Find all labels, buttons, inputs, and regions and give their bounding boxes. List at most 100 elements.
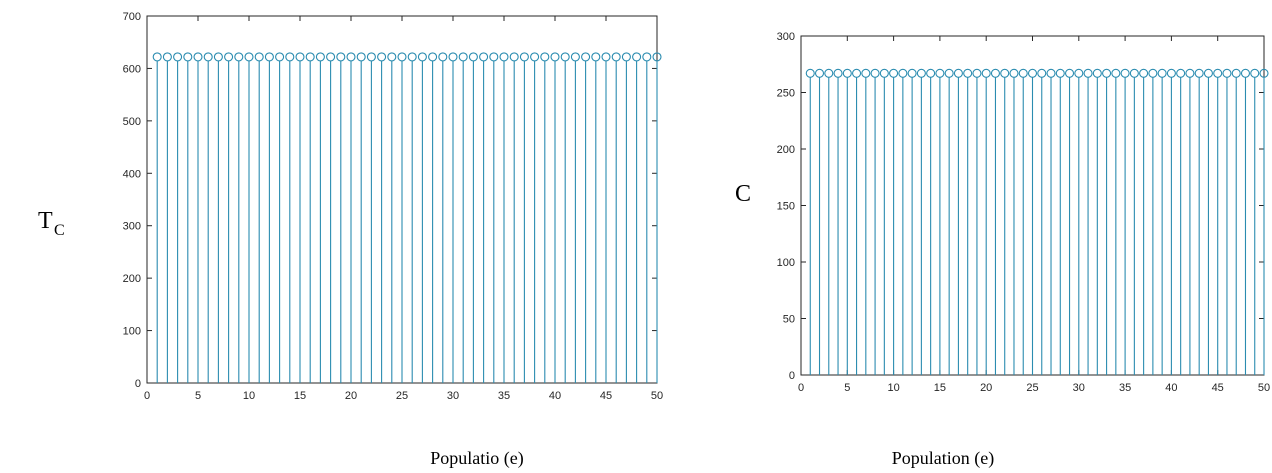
stem-marker (1148, 68, 1158, 78)
stem-marker (1083, 68, 1093, 78)
x-tick-label: 15 (934, 382, 946, 394)
x-tick-label: 45 (600, 390, 612, 402)
stem-marker (805, 68, 815, 78)
stem-marker (898, 68, 908, 78)
stem-marker (499, 52, 509, 62)
stem-marker (458, 52, 468, 62)
stem-marker (540, 52, 550, 62)
stem-marker (570, 52, 580, 62)
stem-marker (346, 52, 356, 62)
stem-marker (842, 68, 852, 78)
stem-marker (1176, 68, 1186, 78)
stem-marker (213, 52, 223, 62)
stem-marker (601, 52, 611, 62)
x-tick-label: 50 (651, 390, 663, 402)
stem-marker (428, 52, 438, 62)
y-tick-label: 300 (777, 31, 795, 43)
stem-marker (972, 68, 982, 78)
stem-marker (1139, 68, 1149, 78)
y-tick-label: 400 (123, 168, 141, 180)
stem-marker (448, 52, 458, 62)
stem-marker (1092, 68, 1102, 78)
x-tick-label: 45 (1212, 382, 1224, 394)
x-tick-label: 40 (549, 390, 561, 402)
stem-marker (1074, 68, 1084, 78)
y-tick-label: 200 (123, 273, 141, 285)
stem-marker (530, 52, 540, 62)
stem-marker (861, 68, 871, 78)
x-tick-label: 10 (887, 382, 899, 394)
stem-marker (833, 68, 843, 78)
stem-marker (1037, 68, 1047, 78)
y-tick-label: 100 (123, 326, 141, 338)
stem-marker (935, 68, 945, 78)
stem-marker (234, 52, 244, 62)
stem-marker (621, 52, 631, 62)
stem-marker (581, 52, 591, 62)
stem-marker (285, 52, 295, 62)
stem-marker (1102, 68, 1112, 78)
stem-marker (1222, 68, 1232, 78)
x-tick-label: 5 (195, 390, 201, 402)
chart-c-vs-population: 0 50 100 150 200 250 300 0 5 10 15 20 25 30 35 40 45 50 C P… (735, 31, 1270, 469)
x-tick-label: 25 (396, 390, 408, 402)
y-tick-label: 50 (783, 314, 795, 326)
x-tick-label: 5 (844, 382, 850, 394)
y-tick-label: 0 (789, 370, 795, 382)
stem-marker (387, 52, 397, 62)
x-tick-label: 35 (1119, 382, 1131, 394)
stem-marker (1120, 68, 1130, 78)
stem-marker (193, 52, 203, 62)
stem-marker (326, 52, 336, 62)
stem-marker (953, 68, 963, 78)
stem-marker (1000, 68, 1010, 78)
stem-marker (611, 52, 621, 62)
stem-marker (264, 52, 274, 62)
y-tick-label: 150 (777, 201, 795, 213)
stem-marker (479, 52, 489, 62)
stem-marker (550, 52, 560, 62)
stem-marker (295, 52, 305, 62)
stem-marker (652, 52, 662, 62)
stem-marker (852, 68, 862, 78)
x-tick-label: 15 (294, 390, 306, 402)
stem-marker (489, 52, 499, 62)
x-tick-label: 30 (1073, 382, 1085, 394)
stem-marker (397, 52, 407, 62)
stem-marker (305, 52, 315, 62)
y-tick-label: 250 (777, 88, 795, 100)
stem-marker (907, 68, 917, 78)
x-tick-label: 20 (345, 390, 357, 402)
x-tick-label: 20 (980, 382, 992, 394)
stem-marker (889, 68, 899, 78)
y-tick-label: 200 (777, 144, 795, 156)
stem-marker (407, 52, 417, 62)
stem-marker (417, 52, 427, 62)
stem-marker (203, 52, 213, 62)
stem-marker (315, 52, 325, 62)
stem-marker (1018, 68, 1028, 78)
stem-marker (560, 52, 570, 62)
x-tick-label: 0 (144, 390, 150, 402)
stem-marker (162, 52, 172, 62)
stem-marker (879, 68, 889, 78)
x-tick-label: 0 (798, 382, 804, 394)
stem-marker (356, 52, 366, 62)
stem-marker (1213, 68, 1223, 78)
x-axis-label: Population (e) (892, 448, 994, 469)
stem-marker (1194, 68, 1204, 78)
stem-marker (1064, 68, 1075, 78)
x-tick-label: 35 (498, 390, 510, 402)
stem-marker (1009, 68, 1019, 78)
stem-marker (366, 52, 376, 62)
x-axis-label: Populatio (e) (430, 448, 523, 469)
x-tick-label: 30 (447, 390, 459, 402)
stem-marker (275, 52, 285, 62)
stem-marker (814, 68, 825, 78)
stem-marker (183, 52, 193, 62)
stem-marker (944, 68, 954, 78)
stem-marker (632, 52, 642, 62)
stem-marker (591, 52, 601, 62)
stem-marker (1185, 68, 1195, 78)
